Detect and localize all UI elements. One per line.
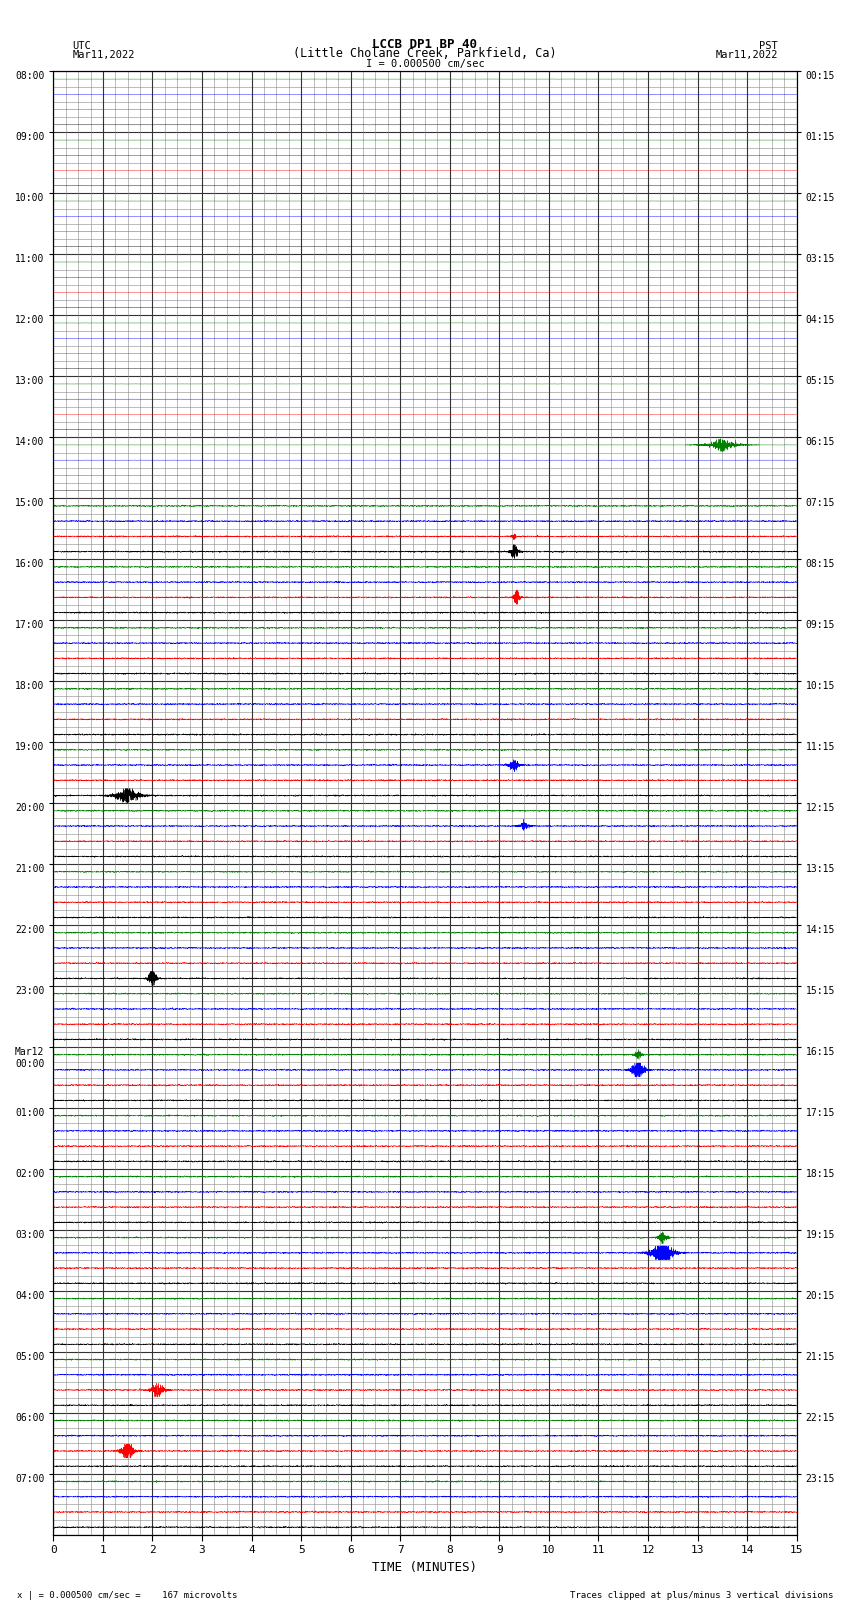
Text: Mar11,2022: Mar11,2022 [715, 50, 778, 60]
Text: LCCB DP1 BP 40: LCCB DP1 BP 40 [372, 37, 478, 50]
Text: (Little Cholane Creek, Parkfield, Ca): (Little Cholane Creek, Parkfield, Ca) [293, 47, 557, 60]
Text: x | = 0.000500 cm/sec =    167 microvolts: x | = 0.000500 cm/sec = 167 microvolts [17, 1590, 237, 1600]
Text: UTC: UTC [72, 40, 91, 50]
Text: I = 0.000500 cm/sec: I = 0.000500 cm/sec [366, 60, 484, 69]
X-axis label: TIME (MINUTES): TIME (MINUTES) [372, 1561, 478, 1574]
Text: PST: PST [759, 40, 778, 50]
Text: Traces clipped at plus/minus 3 vertical divisions: Traces clipped at plus/minus 3 vertical … [570, 1590, 833, 1600]
Text: Mar11,2022: Mar11,2022 [72, 50, 135, 60]
